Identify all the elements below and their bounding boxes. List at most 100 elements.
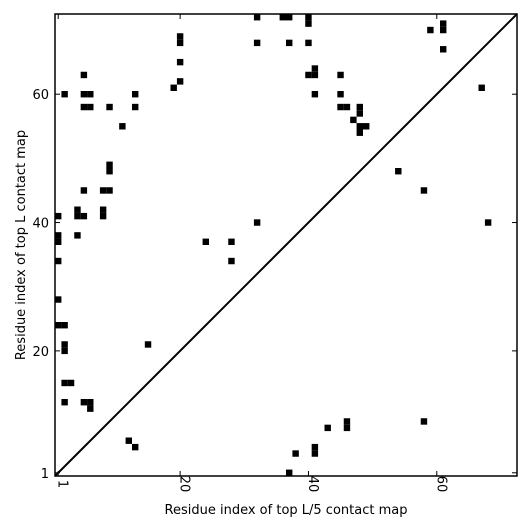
contact-point-top-l — [440, 46, 447, 53]
contact-point-top-l — [337, 103, 344, 111]
contact-point-top-l — [80, 187, 88, 194]
contact-point-top-l — [350, 116, 357, 124]
contact-point-top-l — [202, 238, 209, 245]
contact-point-top-l — [279, 14, 286, 21]
contact-point-top-l — [132, 103, 139, 111]
contact-point-top-l5 — [132, 443, 139, 451]
y-tick-label: 60 — [32, 88, 49, 103]
contact-point-top-l — [99, 187, 107, 194]
contact-point-top-l — [74, 206, 81, 213]
contact-point-top-l — [106, 103, 113, 111]
x-axis-label: Residue index of top L/5 contact map — [165, 503, 408, 518]
contact-point-top-l5 — [125, 437, 132, 444]
contact-point-top-l — [343, 103, 351, 111]
contact-point-top-l — [305, 20, 312, 27]
contact-point-top-l — [440, 20, 447, 27]
plot-frame — [54, 13, 518, 477]
contact-point-top-l — [427, 26, 434, 34]
contact-point-top-l5 — [311, 443, 319, 451]
contact-point-top-l — [61, 341, 68, 348]
contact-point-top-l — [311, 71, 319, 79]
contact-point-top-l5 — [420, 418, 428, 425]
contact-point-top-l — [144, 341, 152, 348]
contact-point-top-l — [61, 91, 68, 98]
contact-point-top-l — [305, 39, 312, 47]
diagonal-line — [54, 13, 518, 477]
contact-point-top-l — [87, 91, 94, 98]
contact-point-top-l — [337, 91, 344, 98]
contact-point-top-l5 — [311, 450, 319, 457]
contact-point-top-l — [356, 129, 363, 136]
contact-point-top-l — [228, 238, 235, 245]
contact-point-top-l — [61, 322, 68, 329]
contact-point-top-l — [420, 187, 428, 194]
contact-point-top-l — [119, 123, 126, 130]
contact-point-top-l — [356, 103, 363, 111]
y-tick-label: 1 — [41, 467, 49, 482]
contact-point-top-l — [253, 14, 261, 21]
contact-point-top-l — [80, 212, 88, 220]
contact-point-top-l5 — [343, 418, 351, 425]
contact-point-top-l — [80, 399, 88, 406]
contact-point-top-l — [106, 168, 113, 175]
contact-points — [55, 14, 492, 476]
contact-point-top-l — [311, 65, 319, 72]
contact-point-top-l — [311, 91, 319, 98]
contact-point-top-l — [106, 187, 113, 194]
contact-point-top-l — [55, 322, 62, 329]
contact-point-top-l — [286, 39, 293, 47]
contact-point-top-l — [176, 78, 184, 85]
contact-point-top-l — [132, 91, 139, 98]
contact-point-top-l — [99, 206, 107, 213]
contact-point-top-l — [74, 212, 81, 220]
contact-point-top-l — [356, 110, 363, 117]
y-tick-label: 40 — [32, 217, 49, 232]
axis-ticks: 1 20 40 60 1 20 40 60 — [32, 14, 517, 492]
contact-point-top-l — [286, 14, 293, 21]
contact-point-top-l — [337, 71, 344, 79]
contact-point-top-l — [176, 39, 184, 47]
contact-point-top-l — [228, 257, 235, 265]
contact-point-top-l — [80, 71, 88, 79]
contact-point-top-l5 — [292, 450, 299, 457]
contact-point-top-l — [440, 26, 447, 34]
contact-point-top-l — [478, 84, 485, 91]
contact-point-top-l — [176, 33, 184, 40]
contact-point-top-l — [484, 219, 492, 226]
x-tick-label: 1 — [55, 480, 70, 488]
contact-point-top-l — [87, 399, 94, 406]
contact-point-top-l — [176, 58, 184, 66]
contact-point-top-l — [55, 232, 62, 239]
contact-point-top-l — [305, 71, 312, 79]
y-tick-label: 20 — [32, 345, 49, 360]
contact-point-top-l — [55, 238, 62, 245]
contact-point-top-l — [55, 257, 62, 265]
y-axis-label: Residue index of top L contact map — [14, 130, 29, 360]
contact-point-top-l — [61, 399, 68, 406]
contact-point-top-l — [55, 296, 62, 303]
contact-point-top-l — [253, 39, 261, 47]
contact-point-top-l — [356, 123, 363, 130]
x-tick-label: 40 — [305, 476, 320, 493]
contact-point-top-l — [55, 212, 62, 220]
x-tick-label: 20 — [177, 476, 192, 493]
contact-point-top-l — [61, 379, 68, 387]
contact-point-top-l — [74, 232, 81, 239]
contact-point-top-l — [61, 347, 68, 355]
contact-point-top-l5 — [343, 424, 351, 432]
contact-point-top-l — [395, 168, 402, 175]
x-tick-label: 60 — [433, 476, 448, 493]
contact-point-top-l — [87, 405, 94, 412]
contact-point-top-l — [99, 212, 107, 220]
contact-point-top-l — [106, 161, 113, 168]
contact-point-top-l — [80, 103, 88, 111]
contact-point-top-l — [80, 91, 88, 98]
contact-point-top-l5 — [324, 424, 331, 432]
contact-point-top-l — [253, 219, 261, 226]
contact-point-top-l — [87, 103, 94, 111]
contact-point-top-l — [363, 123, 370, 130]
contact-point-top-l5 — [286, 469, 293, 476]
contact-point-top-l — [67, 379, 75, 387]
contact-point-top-l — [170, 84, 177, 91]
